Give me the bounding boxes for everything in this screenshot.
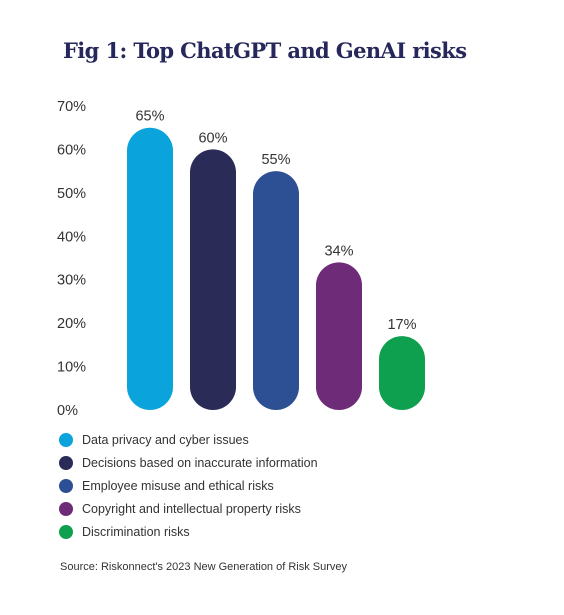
legend-item: Copyright and intellectual property risk… — [59, 497, 318, 520]
y-tick-label: 40% — [57, 229, 86, 245]
data-label: 34% — [324, 243, 353, 259]
legend-swatch — [59, 501, 73, 516]
legend-label: Employee misuse and ethical risks — [82, 478, 274, 493]
legend-item: Decisions based on inaccurate informatio… — [59, 451, 318, 474]
y-tick-label: 10% — [57, 360, 86, 376]
bar-3 — [253, 171, 299, 410]
bar-4 — [316, 262, 362, 410]
data-labels: 65% 60% 55% 34% 17% — [135, 109, 416, 333]
legend-label: Decisions based on inaccurate informatio… — [82, 455, 318, 470]
legend-swatch — [59, 524, 73, 539]
y-tick-label: 30% — [57, 273, 86, 289]
bar-1 — [127, 127, 173, 410]
y-axis: 0% 10% 20% 30% 40% 50% 60% 70% — [57, 99, 86, 419]
bar-2 — [190, 149, 236, 410]
legend-item: Discrimination risks — [59, 520, 318, 543]
legend-label: Copyright and intellectual property risk… — [82, 501, 301, 516]
legend-label: Discrimination risks — [82, 524, 190, 539]
data-label: 55% — [261, 152, 290, 168]
legend-swatch — [59, 455, 73, 470]
bars — [127, 127, 425, 410]
bar-5 — [379, 336, 425, 410]
y-tick-label: 20% — [57, 316, 86, 332]
legend-item: Employee misuse and ethical risks — [59, 474, 318, 497]
legend-swatch — [59, 478, 73, 493]
y-tick-label: 60% — [57, 142, 86, 158]
y-tick-label: 70% — [57, 99, 86, 115]
source-note: Source: Riskonnect's 2023 New Generation… — [60, 561, 348, 573]
y-tick-label: 0% — [57, 403, 78, 419]
data-label: 17% — [387, 317, 416, 333]
legend-swatch — [59, 432, 73, 447]
legend: Data privacy and cyber issues Decisions b… — [59, 428, 318, 543]
chart-title: Fig 1: Top ChatGPT and GenAI risks — [63, 38, 467, 63]
data-label: 65% — [135, 109, 164, 125]
legend-label: Data privacy and cyber issues — [82, 432, 249, 447]
legend-item: Data privacy and cyber issues — [59, 428, 318, 451]
data-label: 60% — [198, 130, 227, 146]
y-tick-label: 50% — [57, 186, 86, 202]
